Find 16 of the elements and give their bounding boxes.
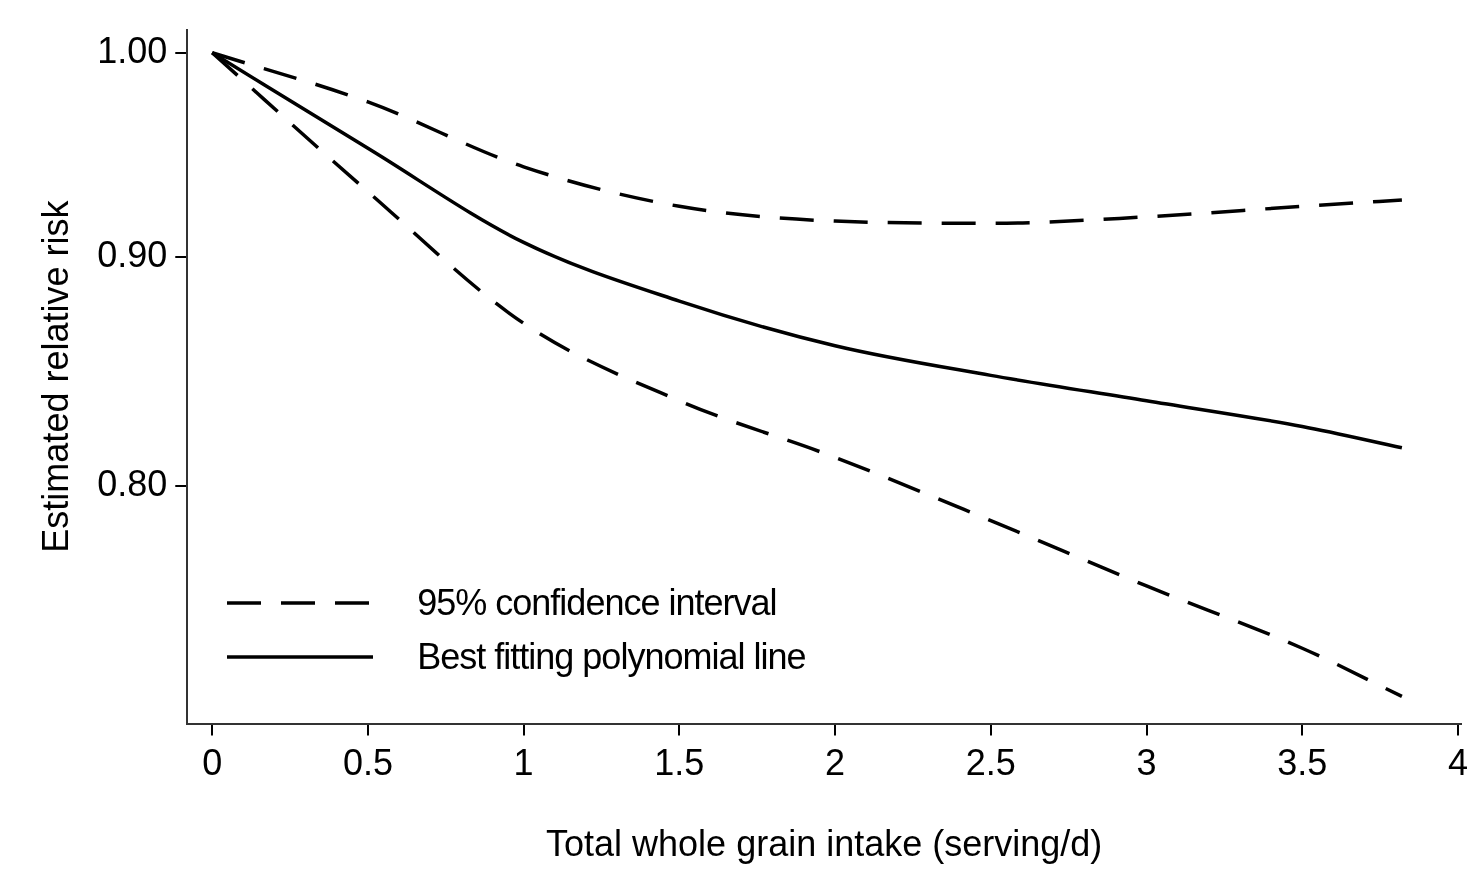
x-tick-label: 0.5 [342, 742, 393, 784]
x-tick-label: 0 [202, 742, 223, 784]
x-tick-label: 4 [1447, 742, 1468, 784]
y-tick-label: 0.80 [97, 463, 168, 505]
x-axis-title: Total whole grain intake (serving/d) [546, 823, 1103, 865]
x-tick-label: 2 [825, 742, 846, 784]
x-tick-label: 2.5 [965, 742, 1016, 784]
x-tick-label: 3.5 [1277, 742, 1328, 784]
y-tick-label: 0.90 [97, 234, 168, 276]
legend-label: 95% confidence interval [417, 581, 777, 624]
x-tick-label: 3 [1136, 742, 1157, 784]
legend-label: Best fitting polynomial line [417, 635, 806, 678]
y-tick-label: 1.00 [97, 29, 168, 71]
x-tick-label: 1 [513, 742, 534, 784]
x-tick-label: 1.5 [654, 742, 705, 784]
y-axis-title: Estimated relative risk [34, 199, 76, 553]
